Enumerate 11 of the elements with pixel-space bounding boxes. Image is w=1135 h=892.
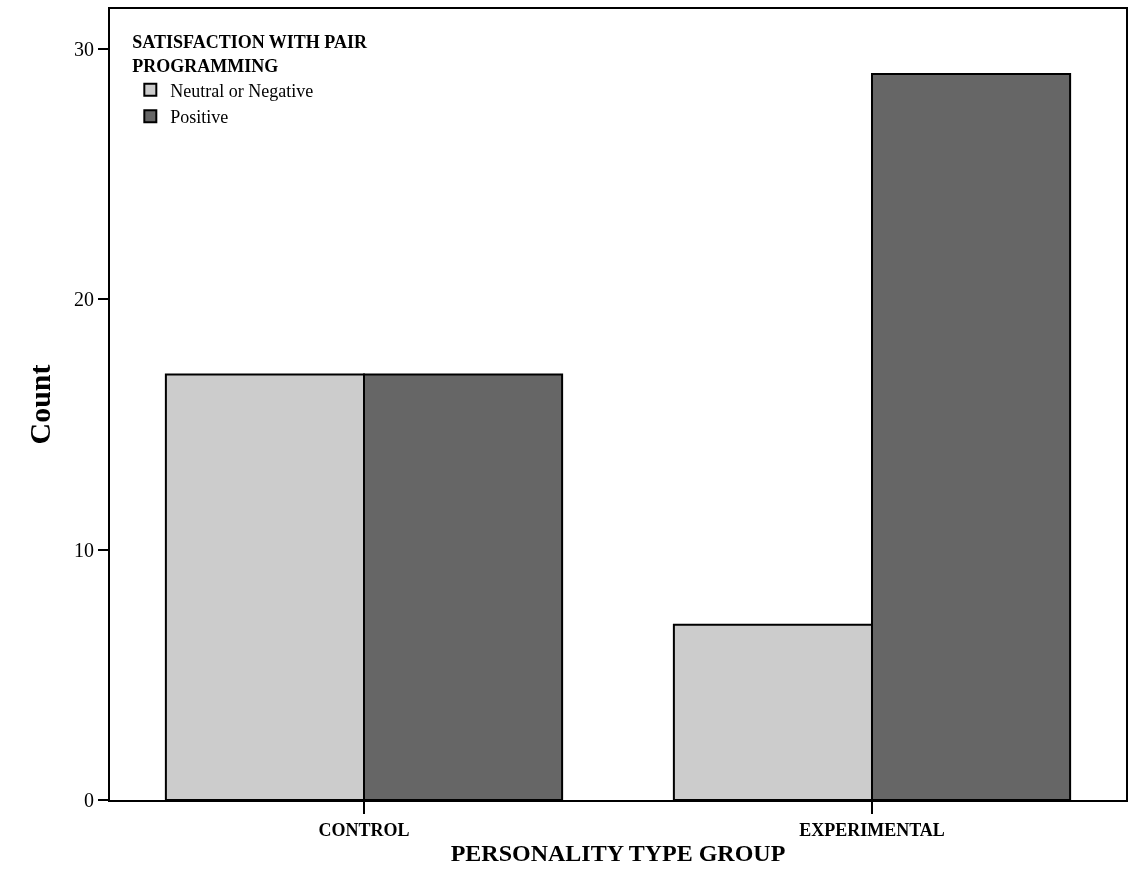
x-tick-label: CONTROL (318, 819, 410, 840)
y-tick-label: 20 (74, 288, 94, 311)
y-tick-label: 30 (74, 38, 94, 61)
legend-title: SATISFACTION WITH PAIR PROGRAMMING (132, 32, 369, 76)
x-axis-title: PERSONALITY TYPE GROUP (450, 840, 786, 867)
y-tick-label: 10 (74, 538, 94, 561)
legend-label: Neutral or Negative (170, 80, 314, 101)
y-tick-label: 0 (84, 789, 94, 811)
legend-label: Positive (170, 107, 229, 128)
x-tick-label: EXPERIMENTAL (799, 819, 945, 840)
y-axis-title: Count (22, 364, 56, 445)
